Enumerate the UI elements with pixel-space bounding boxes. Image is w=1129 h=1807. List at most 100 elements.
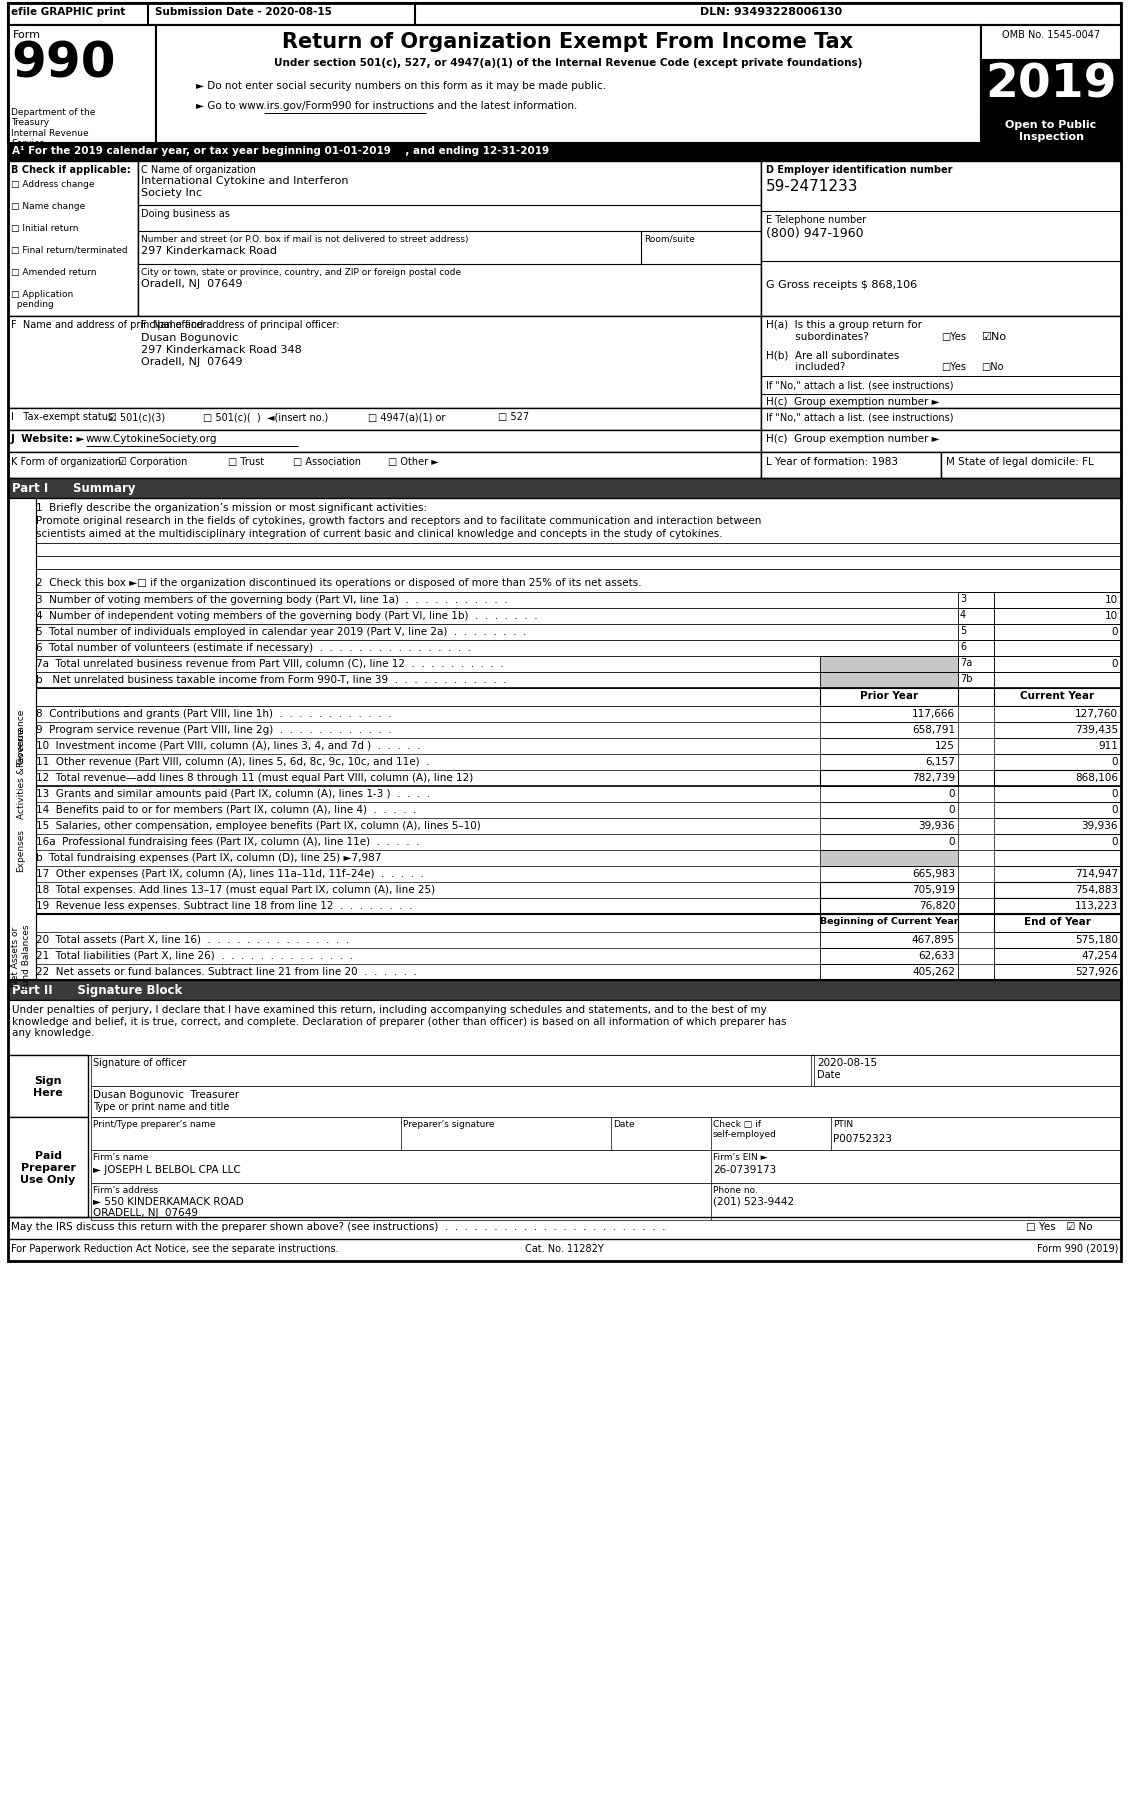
Bar <box>820 949 959 965</box>
Bar <box>994 786 1121 802</box>
Bar <box>994 819 1121 835</box>
Text: Form 990 (2019): Form 990 (2019) <box>1036 1243 1118 1254</box>
Bar <box>820 739 959 755</box>
Text: Return of Organization Exempt From Income Tax: Return of Organization Exempt From Incom… <box>282 33 854 52</box>
Text: □ Amended return: □ Amended return <box>11 267 96 276</box>
Bar <box>820 707 959 723</box>
Text: Cat. No. 11282Y: Cat. No. 11282Y <box>525 1243 603 1254</box>
Bar <box>8 4 1121 1261</box>
Bar <box>8 454 761 479</box>
Text: 782,739: 782,739 <box>912 773 955 782</box>
Text: Firm’s EIN ►: Firm’s EIN ► <box>714 1153 768 1162</box>
Text: □ Trust: □ Trust <box>228 457 264 466</box>
Text: Firm’s name: Firm’s name <box>93 1153 148 1162</box>
Text: Department of the
Treasury
Internal Revenue
Service: Department of the Treasury Internal Reve… <box>11 108 95 148</box>
Text: H(a)  Is this a group return for: H(a) Is this a group return for <box>765 320 922 331</box>
Text: b  Total fundraising expenses (Part IX, column (D), line 25) ►7,987: b Total fundraising expenses (Part IX, c… <box>36 853 382 862</box>
Text: 739,435: 739,435 <box>1075 725 1118 735</box>
Text: 0: 0 <box>1111 837 1118 846</box>
Text: City or town, state or province, country, and ZIP or foreign postal code: City or town, state or province, country… <box>141 267 461 276</box>
Text: 113,223: 113,223 <box>1075 900 1118 911</box>
Text: H(c)  Group exemption number ►: H(c) Group exemption number ► <box>765 434 939 445</box>
Text: □Yes: □Yes <box>940 361 966 372</box>
Text: Sign
Here: Sign Here <box>33 1075 63 1097</box>
Bar <box>994 867 1121 882</box>
Text: 9  Program service revenue (Part VIII, line 2g)  .  .  .  .  .  .  .  .  .  .  .: 9 Program service revenue (Part VIII, li… <box>36 725 392 735</box>
Bar <box>820 914 959 932</box>
Text: Dusan Bogunovic  Treasurer: Dusan Bogunovic Treasurer <box>93 1090 239 1099</box>
Text: 3  Number of voting members of the governing body (Part VI, line 1a)  .  .  .  .: 3 Number of voting members of the govern… <box>36 595 508 605</box>
Bar <box>959 609 994 625</box>
Text: 665,983: 665,983 <box>912 869 955 878</box>
Text: Current Year: Current Year <box>1019 690 1094 701</box>
Text: subordinates?: subordinates? <box>765 332 868 342</box>
Text: 7a  Total unrelated business revenue from Part VIII, column (C), line 12  .  .  : 7a Total unrelated business revenue from… <box>36 658 504 669</box>
Text: Revenue: Revenue <box>17 726 26 766</box>
Bar <box>959 656 994 672</box>
Bar <box>156 25 981 145</box>
Text: Date: Date <box>817 1070 840 1079</box>
Bar <box>820 851 959 867</box>
Text: Beginning of Current Year: Beginning of Current Year <box>820 916 959 925</box>
Bar <box>981 25 1121 61</box>
Text: Part I      Summary: Part I Summary <box>12 482 135 495</box>
Bar <box>8 25 156 145</box>
Bar <box>994 625 1121 641</box>
Bar <box>820 656 959 672</box>
Bar <box>8 4 1121 25</box>
Text: K Form of organization:: K Form of organization: <box>11 457 124 466</box>
Text: Phone no.: Phone no. <box>714 1185 758 1194</box>
Text: International Cytokine and Interferon: International Cytokine and Interferon <box>141 175 349 186</box>
Bar <box>820 802 959 819</box>
Text: 868,106: 868,106 <box>1075 773 1118 782</box>
Text: 21  Total liabilities (Part X, line 26)  .  .  .  .  .  .  .  .  .  .  .  .  .  : 21 Total liabilities (Part X, line 26) .… <box>36 950 353 961</box>
Bar <box>994 882 1121 898</box>
Bar <box>91 1055 811 1086</box>
Bar <box>820 723 959 739</box>
Text: D Employer identification number: D Employer identification number <box>765 164 953 175</box>
Text: 8  Contributions and grants (Part VIII, line 1h)  .  .  .  .  .  .  .  .  .  .  : 8 Contributions and grants (Part VIII, l… <box>36 708 392 719</box>
Bar <box>981 116 1121 145</box>
Bar <box>994 914 1121 932</box>
Text: 658,791: 658,791 <box>912 725 955 735</box>
Text: Print/Type preparer’s name: Print/Type preparer’s name <box>93 1119 216 1128</box>
Text: 7b: 7b <box>960 674 972 683</box>
Bar <box>820 819 959 835</box>
Bar <box>994 965 1121 981</box>
Text: Under penalties of perjury, I declare that I have examined this return, includin: Under penalties of perjury, I declare th… <box>12 1005 787 1037</box>
Text: 575,180: 575,180 <box>1075 934 1118 945</box>
Text: □ Other ►: □ Other ► <box>388 457 439 466</box>
Bar <box>8 1055 88 1117</box>
Bar <box>91 1117 1121 1151</box>
Bar <box>994 656 1121 672</box>
Text: Net Assets or
Fund Balances: Net Assets or Fund Balances <box>11 923 30 988</box>
Text: 0: 0 <box>1111 804 1118 815</box>
Text: 6  Total number of volunteers (estimate if necessary)  .  .  .  .  .  .  .  .  .: 6 Total number of volunteers (estimate i… <box>36 643 471 652</box>
Text: Part II      Signature Block: Part II Signature Block <box>12 983 182 996</box>
Bar <box>820 932 959 949</box>
Text: H(c)  Group exemption number ►: H(c) Group exemption number ► <box>765 398 939 407</box>
Text: Dusan Bogunovic: Dusan Bogunovic <box>141 332 238 343</box>
Text: Activities & Governance: Activities & Governance <box>18 708 26 819</box>
Bar <box>994 688 1121 707</box>
Text: H(b)  Are all subordinates: H(b) Are all subordinates <box>765 351 900 360</box>
Text: 705,919: 705,919 <box>912 884 955 894</box>
Text: G Gross receipts $ 868,106: G Gross receipts $ 868,106 <box>765 280 917 289</box>
Bar <box>820 882 959 898</box>
Text: Paid
Preparer
Use Only: Paid Preparer Use Only <box>20 1151 76 1184</box>
Bar <box>959 672 994 688</box>
Text: 297 Kinderkamack Road: 297 Kinderkamack Road <box>141 246 277 257</box>
Text: Room/suite: Room/suite <box>644 235 694 244</box>
Bar <box>820 867 959 882</box>
Text: For Paperwork Reduction Act Notice, see the separate instructions.: For Paperwork Reduction Act Notice, see … <box>11 1243 339 1254</box>
Text: P00752323: P00752323 <box>833 1133 892 1144</box>
Text: ☑ 501(c)(3): ☑ 501(c)(3) <box>108 412 165 421</box>
Bar <box>761 454 940 479</box>
Text: 10  Investment income (Part VIII, column (A), lines 3, 4, and 7d )  .  .  .  .  : 10 Investment income (Part VIII, column … <box>36 741 420 750</box>
Text: 2  Check this box ►□ if the organization discontinued its operations or disposed: 2 Check this box ►□ if the organization … <box>36 578 641 587</box>
Text: Oradell, NJ  07649: Oradell, NJ 07649 <box>141 356 243 367</box>
Bar <box>820 898 959 914</box>
Text: 297 Kinderkamack Road 348: 297 Kinderkamack Road 348 <box>141 345 301 354</box>
Text: 0: 0 <box>1111 788 1118 799</box>
Text: 76,820: 76,820 <box>919 900 955 911</box>
